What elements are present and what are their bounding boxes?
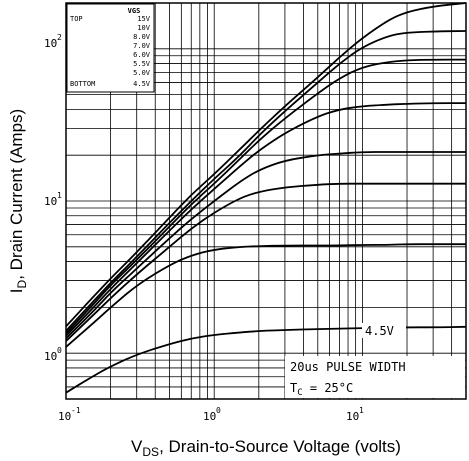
y-tick-label-0: 10 0 [44,346,62,363]
y-axis-title: ID, Drain Current (Amps) [7,109,29,293]
svg-text:2: 2 [57,33,62,42]
legend-row-value: 5.5V [133,60,151,68]
plot-frame [65,2,467,400]
legend-row-value: 4.5V [133,80,151,88]
curve-vgs-6-0v [65,151,466,340]
curve-label-4-5v: 4.5V [362,323,406,338]
legend-header: VGS [128,7,141,15]
legend: VGS TOP 15V 10V 8.0V 7.0V 6.0V 5.5V 5.0V… [66,3,155,93]
svg-text:1: 1 [359,406,364,415]
pulse-width-text: 20us PULSE WIDTH [290,360,406,374]
curve-vgs-10v [65,30,467,332]
svg-text:10: 10 [44,37,57,50]
curve-vgs-8-0v [65,58,466,335]
svg-text:-1: -1 [71,406,81,415]
curve-vgs-7-0v [65,102,466,337]
legend-row-label: TOP [70,15,83,23]
svg-text:10: 10 [44,195,57,208]
x-axis-title: VDS, Drain-to-Source Voltage (volts) [131,437,401,459]
legend-row-value: 7.0V [133,42,151,50]
svg-text:0: 0 [216,406,221,415]
x-tick-label-0: 10 -1 [58,406,81,423]
svg-text:10: 10 [203,410,216,423]
curve-vgs-15v [65,2,467,328]
y-tick-label-1: 10 1 [44,191,62,208]
legend-row-value: 10V [137,24,150,32]
legend-row-value: 8.0V [133,33,151,41]
legend-row-label: BOTTOM [70,80,95,88]
x-tick-label-1: 10 0 [203,406,221,423]
legend-row-value: 15V [137,15,150,23]
curve-vgs-5-5v [65,182,466,342]
y-tick-label-2: 10 2 [44,33,62,50]
svg-text:10: 10 [346,410,359,423]
conditions-annotation: 20us PULSE WIDTH TC = 25°C [285,356,465,398]
curve-layer [65,2,467,394]
svg-text:10: 10 [44,350,57,363]
curve-vgs-5-0v [65,243,466,348]
svg-text:1: 1 [57,191,62,200]
svg-text:10: 10 [58,410,71,423]
case-temp-text: TC = 25°C [290,381,353,398]
legend-row-value: 6.0V [133,51,151,59]
svg-text:0: 0 [57,346,62,355]
svg-text:4.5V: 4.5V [365,324,394,338]
legend-row-value: 5.0V [133,69,151,77]
x-tick-label-2: 10 1 [346,406,364,423]
